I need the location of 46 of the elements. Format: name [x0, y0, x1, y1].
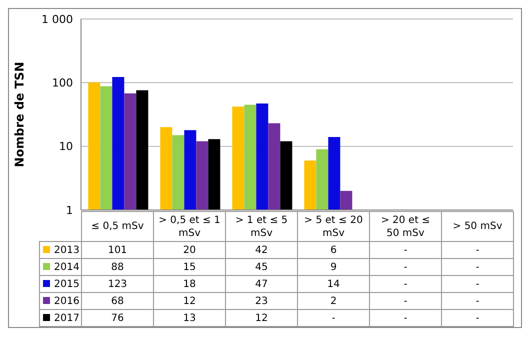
data-label: 2	[298, 292, 370, 310]
data-label: 6	[298, 242, 370, 258]
text: -	[404, 244, 408, 256]
y-tick-label: 100	[52, 76, 73, 90]
legend-label: 2015	[40, 276, 82, 292]
data-label: 123	[82, 276, 154, 292]
text: -	[476, 244, 480, 256]
data-label: 20	[154, 242, 226, 258]
data-label: 23	[226, 292, 298, 310]
data-label: 12	[154, 292, 226, 310]
data-label: 101	[82, 242, 154, 258]
x-tick-label: ≤ 0,5 mSv	[82, 212, 154, 242]
data-label: 42	[226, 242, 298, 258]
text: -	[404, 312, 408, 324]
legend-label: 2013	[40, 242, 82, 258]
x-tick-label: > 1 et ≤ 5 mSv	[226, 212, 298, 242]
x-tick-label: > 5 et ≤ 20 mSv	[298, 212, 370, 242]
x-tick-label: > 50 mSv	[442, 212, 514, 242]
text: -	[332, 312, 336, 324]
data-label: 76	[82, 310, 154, 326]
y-axis-title: Nombre de TSN	[12, 62, 26, 168]
y-tick-label: 1	[66, 204, 73, 217]
x-tick-label: > 20 et ≤ 50 mSv	[370, 212, 442, 242]
data-label: 88	[82, 258, 154, 276]
data-label: 14	[298, 276, 370, 292]
data-label: 47	[226, 276, 298, 292]
text: -	[404, 262, 408, 272]
text: -	[476, 278, 480, 290]
y-tick-label: 10	[59, 140, 73, 154]
data-label: 12	[226, 310, 298, 326]
data-label: 15	[154, 258, 226, 276]
y-tick-label: 1 000	[42, 12, 73, 26]
text: -	[476, 262, 480, 272]
legend-label: 2016	[40, 292, 82, 310]
legend-label: 2014	[40, 258, 82, 276]
data-label: 18	[154, 276, 226, 292]
text: -	[404, 278, 408, 290]
data-label: 13	[154, 310, 226, 326]
data-label: 68	[82, 292, 154, 310]
x-tick-label: > 0,5 et ≤ 1 mSv	[154, 212, 226, 242]
text: -	[476, 296, 480, 306]
data-label: 9	[298, 258, 370, 276]
legend-label: 2017	[40, 310, 82, 326]
data-label: 45	[226, 258, 298, 276]
text: -	[476, 312, 480, 324]
text: -	[404, 296, 408, 306]
